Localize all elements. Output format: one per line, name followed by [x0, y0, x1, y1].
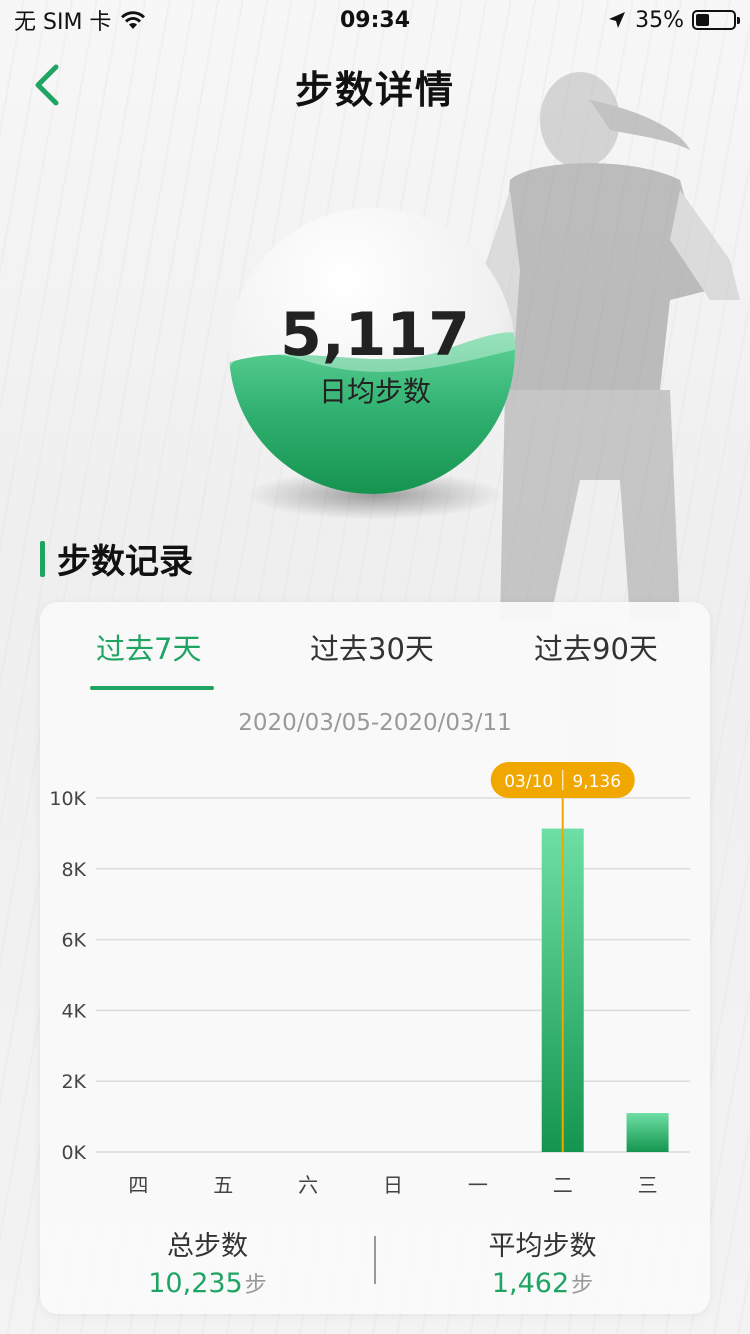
- y-tick-label: 8K: [61, 859, 86, 881]
- status-bar: 无 SIM 卡 09:34 35%: [0, 0, 750, 40]
- chevron-left-icon: [35, 64, 59, 106]
- date-range: 2020/03/05-2020/03/11: [238, 710, 512, 736]
- y-tick-label: 2K: [61, 1071, 86, 1093]
- x-tick-label: 六: [298, 1173, 318, 1197]
- y-tick-label: 4K: [61, 1000, 86, 1022]
- carrier-text: 无 SIM 卡: [14, 10, 112, 35]
- average-steps-block: 平均步数 1,462步: [375, 1224, 710, 1299]
- y-tick-label: 0K: [61, 1142, 86, 1164]
- tab-7-days[interactable]: 过去7天: [96, 632, 202, 666]
- summary-divider: [374, 1236, 376, 1284]
- x-tick-label: 二: [553, 1173, 573, 1197]
- daily-average-value: 5,117: [280, 300, 470, 370]
- x-tick-label: 五: [213, 1173, 233, 1197]
- total-steps-number: 10,235: [148, 1268, 243, 1299]
- y-tick-label: 10K: [49, 788, 86, 810]
- total-steps-label: 总步数: [167, 1231, 248, 1262]
- battery-level: [696, 14, 709, 26]
- period-tabs: 过去7天 过去30天 过去90天: [40, 626, 710, 690]
- daily-average-ball: [229, 208, 515, 494]
- average-steps-value: 1,462步: [375, 1267, 710, 1299]
- daily-average-label: 日均步数: [318, 375, 431, 408]
- x-tick-label: 日: [383, 1173, 403, 1197]
- average-steps-unit: 步: [571, 1273, 594, 1298]
- bar-三[interactable]: [626, 1113, 669, 1152]
- tab-90-days[interactable]: 过去90天: [534, 632, 658, 666]
- page-title: 步数详情: [294, 67, 455, 112]
- total-steps-block: 总步数 10,235步: [40, 1224, 375, 1299]
- battery-icon: [692, 10, 740, 30]
- section-accent-bar: [40, 540, 45, 577]
- x-tick-label: 三: [638, 1173, 658, 1197]
- average-steps-number: 1,462: [491, 1268, 570, 1299]
- nav-bar: 步数详情: [0, 44, 750, 128]
- tooltip-value: 9,136: [572, 772, 621, 792]
- section-title: 步数记录: [57, 542, 193, 582]
- section-header: 步数记录: [40, 534, 193, 583]
- wifi-icon: [121, 11, 146, 29]
- location-arrow-icon: [609, 12, 626, 28]
- back-button[interactable]: [22, 60, 72, 110]
- steps-bar-chart[interactable]: 0K 2K 4K 6K 8K 10K 四 五 六 日 一 二 三 03/10 9,136: [40, 752, 710, 1202]
- total-steps-value: 10,235步: [40, 1267, 375, 1299]
- x-tick-label: 一: [468, 1173, 488, 1197]
- battery-percent: 35%: [635, 7, 684, 33]
- average-steps-label: 平均步数: [488, 1231, 597, 1262]
- y-tick-label: 6K: [61, 930, 86, 952]
- active-tab-indicator: [90, 686, 214, 690]
- x-tick-label: 四: [128, 1173, 148, 1197]
- step-record-card: 过去7天 过去30天 过去90天 2020/03/05-2020/03/11 0…: [40, 602, 710, 1314]
- totals-summary: 总步数 10,235步 平均步数 1,462步: [40, 1224, 710, 1304]
- tab-30-days[interactable]: 过去30天: [310, 632, 434, 666]
- tooltip-date: 03/10: [504, 772, 553, 792]
- total-steps-unit: 步: [244, 1273, 267, 1298]
